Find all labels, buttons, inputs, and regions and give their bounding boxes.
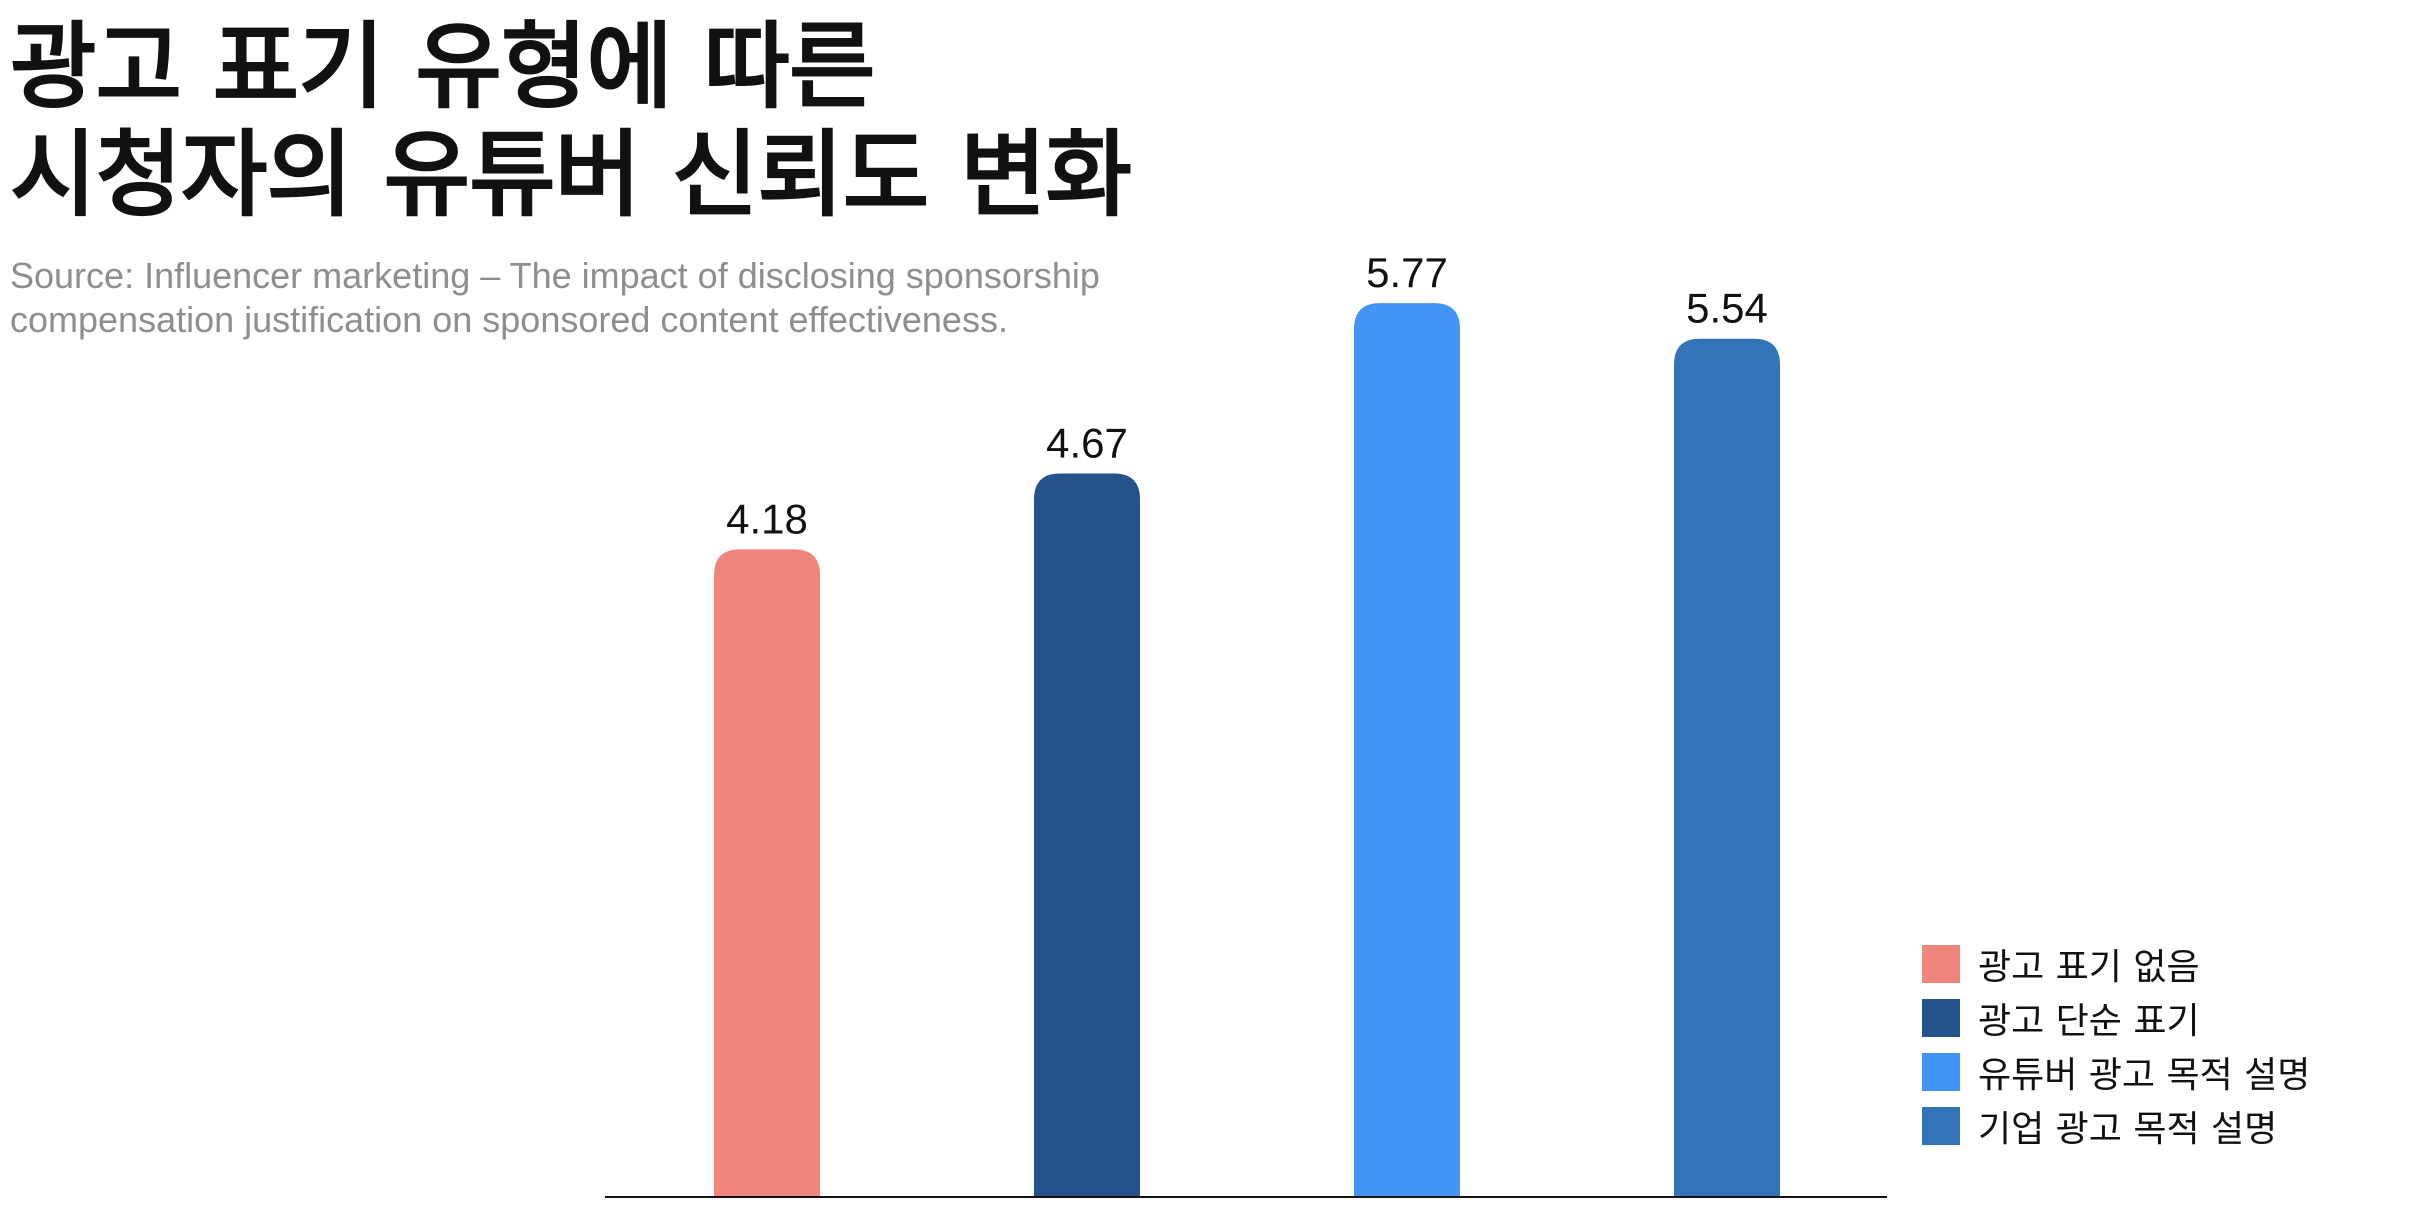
legend-item-3: 유튜버 광고 목적 설명 [1922, 1046, 2310, 1098]
chart-title-line-2: 시청자의 유튜버 신뢰도 변화 [10, 121, 1132, 230]
legend-item-1: 광고 표기 없음 [1922, 938, 2310, 990]
legend-swatch-4 [1922, 1107, 1960, 1145]
bar-value-label-2: 4.67 [1046, 420, 1128, 467]
bar-1 [714, 549, 820, 1197]
bar-2 [1034, 473, 1140, 1197]
bar-3 [1354, 303, 1460, 1197]
bars-group [714, 303, 1780, 1197]
value-labels-group: 4.18 4.67 5.77 5.54 [726, 249, 1768, 542]
bar-4 [1674, 338, 1780, 1197]
bar-value-label-3: 5.77 [1366, 249, 1448, 296]
legend-item-2: 광고 단순 표기 [1922, 992, 2310, 1044]
chart-title-line-1: 광고 표기 유형에 따른 [10, 13, 875, 122]
chart-source: Source: Influencer marketing – The impac… [10, 255, 1100, 340]
bar-value-label-1: 4.18 [726, 495, 808, 542]
legend-swatch-3 [1922, 1053, 1960, 1091]
bar-value-label-4: 5.54 [1686, 285, 1768, 332]
legend-label-2: 광고 단순 표기 [1978, 1001, 2200, 1042]
chart-title: 광고 표기 유형에 따른 시청자의 유튜버 신뢰도 변화 [10, 13, 1132, 230]
legend-swatch-2 [1922, 999, 1960, 1037]
legend-item-4: 기업 광고 목적 설명 [1922, 1100, 2310, 1152]
legend-label-4: 기업 광고 목적 설명 [1978, 1109, 2278, 1150]
legend-swatch-1 [1922, 945, 1960, 983]
legend-label-1: 광고 표기 없음 [1978, 947, 2200, 988]
legend-label-3: 유튜버 광고 목적 설명 [1978, 1055, 2311, 1096]
